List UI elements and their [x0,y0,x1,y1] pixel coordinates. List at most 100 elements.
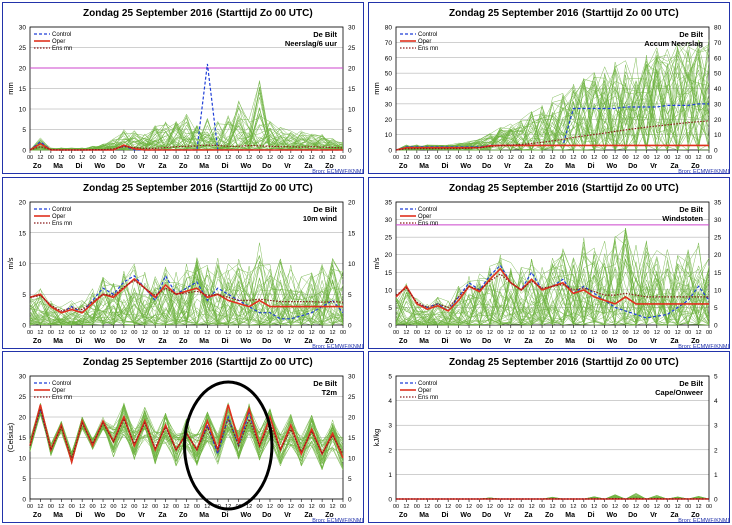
y-tick-label-right: 15 [348,435,356,442]
x-tick-label: 00 [236,155,242,161]
x-tick-label: 12 [163,504,169,510]
location-label: De Bilt [679,205,703,214]
series-line-oper [395,267,709,312]
x-day-label: Di [222,163,229,170]
x-tick-label: 00 [685,330,691,336]
y-axis-label: (Celsius) [6,422,15,452]
legend-label: Oper [418,388,431,394]
x-tick-label: 12 [37,330,43,336]
y-tick-label-right: 25 [714,235,722,242]
x-tick-label: 00 [706,504,712,510]
x-day-label: Wo [94,512,105,519]
chart-accum: Zondag 25 September 2016 (Starttijd Zo 00… [372,8,729,175]
x-tick-label: 12 [529,155,535,161]
ensemble-member-line [395,61,710,151]
legend-label: Oper [52,214,65,220]
x-tick-label: 12 [79,155,85,161]
x-day-label: Wo [94,338,105,345]
x-tick-label: 12 [403,504,409,510]
y-tick-label-right: 15 [714,270,722,277]
x-day-label: Wo [607,512,618,519]
x-day-label: Do [262,338,271,345]
x-tick-label: 12 [309,504,315,510]
x-tick-label: 12 [445,330,451,336]
x-tick-label: 00 [277,504,283,510]
source-label: Bron: ECMWF/KNMI [678,344,729,350]
legend-label: Oper [418,39,431,45]
x-day-label: Zo [399,338,408,345]
ensemble-members [395,228,710,326]
y-tick-label-right: 40 [714,86,722,93]
location-label: De Bilt [313,205,337,214]
x-day-label: Ma [53,338,63,345]
x-tick-label: 00 [27,504,33,510]
x-tick-label: 00 [560,155,566,161]
x-tick-label: 12 [267,155,273,161]
x-tick-label: 12 [288,330,294,336]
panel-title: Zondag 25 September 2016 [83,8,213,19]
x-day-label: Ma [53,163,63,170]
x-tick-label: 12 [675,504,681,510]
x-tick-label: 00 [319,155,325,161]
chart-stoten: Zondag 25 September 2016 (Starttijd Zo 00… [372,183,729,350]
x-day-label: Ma [53,512,63,519]
x-tick-label: 00 [622,504,628,510]
x-tick-label: 00 [319,330,325,336]
chart-neerslag: Zondag 25 September 2016 (Starttijd Zo 00… [6,8,363,175]
x-tick-label: 12 [612,155,618,161]
legend-label: Ens mn [418,221,438,227]
x-tick-label: 00 [215,155,221,161]
x-tick-label: 00 [685,504,691,510]
x-tick-label: 12 [591,504,597,510]
x-day-label: Wo [460,512,471,519]
panel-wind: Zondag 25 September 2016 (Starttijd Zo 00… [2,177,364,350]
x-day-label: Zo [325,512,334,519]
x-day-label: Zo [325,163,334,170]
x-tick-label: 12 [445,155,451,161]
x-tick-label: 00 [340,330,346,336]
y-tick-label-right: 5 [714,305,718,312]
x-day-label: Ma [199,163,209,170]
x-tick-label: 00 [476,155,482,161]
y-tick-label: 0 [388,323,392,330]
x-day-label: Wo [607,338,618,345]
x-tick-label: 00 [69,155,75,161]
x-day-label: Vr [138,163,145,170]
x-tick-label: 00 [90,155,96,161]
legend-label: Oper [52,39,65,45]
y-tick-label: 0 [388,148,392,155]
x-tick-label: 12 [183,155,189,161]
x-tick-label: 12 [183,504,189,510]
panel-title: Zondag 25 September 2016 [83,357,213,368]
x-tick-label: 12 [100,330,106,336]
x-tick-label: 12 [612,330,618,336]
x-tick-label: 00 [560,330,566,336]
x-tick-label: 12 [549,155,555,161]
ensemble-member-line [395,58,710,151]
x-tick-label: 12 [330,330,336,336]
x-tick-label: 00 [456,330,462,336]
x-tick-label: 12 [508,330,514,336]
y-tick-label: 80 [385,25,393,32]
ensemble-member-line [395,245,710,326]
y-tick-label-right: 60 [714,55,722,62]
x-tick-label: 00 [215,330,221,336]
panel-accum: Zondag 25 September 2016 (Starttijd Zo 00… [368,2,730,175]
x-tick-label: 12 [225,330,231,336]
x-tick-label: 12 [58,330,64,336]
x-tick-label: 00 [152,330,158,336]
panel-stoten: Zondag 25 September 2016 (Starttijd Zo 00… [368,177,730,350]
series-line-oper [395,144,709,151]
x-tick-label: 12 [246,155,252,161]
x-tick-label: 12 [549,330,555,336]
x-tick-label: 12 [591,155,597,161]
y-tick-label: 30 [385,101,393,108]
y-tick-label: 15 [385,270,393,277]
x-tick-label: 00 [173,155,179,161]
x-tick-label: 00 [277,155,283,161]
x-day-label: Za [670,512,678,519]
y-tick-label-right: 0 [348,323,352,330]
source-label: Bron: ECMWF/KNMI [312,518,363,524]
x-tick-label: 00 [643,504,649,510]
x-tick-label: 12 [183,330,189,336]
